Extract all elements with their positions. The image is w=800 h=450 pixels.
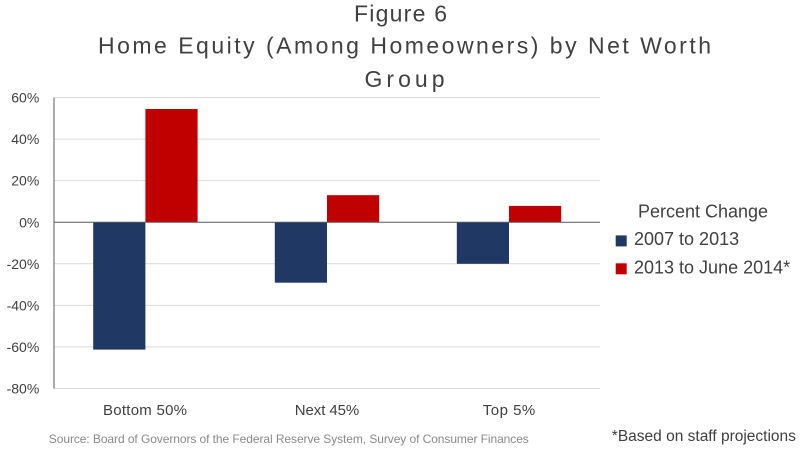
svg-text:Home Equity (Among Homeowners): Home Equity (Among Homeowners) by Net Wo… [98, 32, 711, 58]
svg-text:40%: 40% [11, 131, 39, 147]
svg-text:Percent Change: Percent Change [638, 202, 768, 222]
svg-text:-60%: -60% [7, 339, 40, 355]
svg-text:*Based on staff projections: *Based on staff projections [612, 428, 796, 445]
svg-text:Source: Board of Governors of: Source: Board of Governors of the Federa… [49, 432, 529, 446]
svg-text:-20%: -20% [7, 256, 40, 272]
svg-text:-80%: -80% [7, 381, 40, 397]
svg-text:Bottom 50%: Bottom 50% [103, 402, 187, 419]
svg-text:Group: Group [365, 66, 445, 92]
svg-text:2013 to June 2014*: 2013 to June 2014* [634, 257, 790, 277]
svg-text:Figure 6: Figure 6 [354, 0, 447, 26]
svg-text:Top 5%: Top 5% [483, 402, 536, 419]
svg-text:0%: 0% [19, 214, 39, 230]
svg-text:-40%: -40% [7, 298, 40, 314]
svg-text:2007 to 2013: 2007 to 2013 [634, 229, 739, 249]
svg-text:60%: 60% [11, 90, 39, 106]
svg-text:Next 45%: Next 45% [295, 402, 360, 419]
svg-text:20%: 20% [11, 173, 39, 189]
